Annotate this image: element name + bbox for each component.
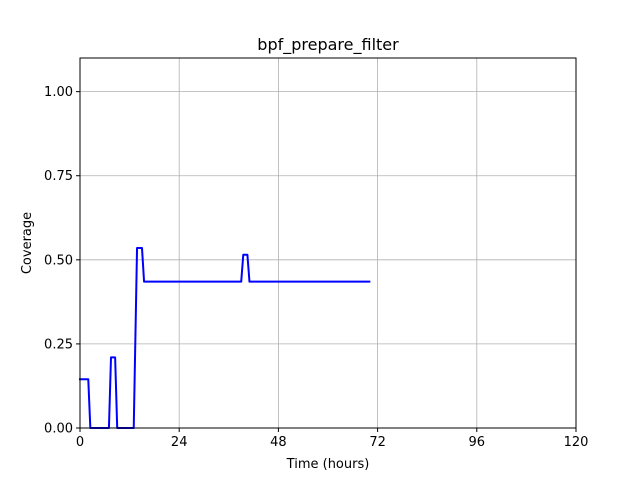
x-tick-label: 24	[171, 435, 188, 450]
x-tick-label: 72	[369, 435, 386, 450]
chart-title: bpf_prepare_filter	[257, 35, 399, 55]
y-tick-label: 0.25	[44, 337, 73, 352]
y-tick-label: 0.75	[44, 169, 73, 184]
y-tick-label: 0.00	[44, 422, 73, 437]
y-tick-label: 1.00	[44, 85, 73, 100]
y-tick-label: 0.50	[44, 253, 73, 268]
x-tick-label: 96	[469, 435, 486, 450]
x-axis-ticks: 0 24 48 72 96 120	[76, 428, 589, 450]
y-axis-ticks: 0.00 0.25 0.50 0.75 1.00	[44, 85, 80, 437]
series-layer	[79, 247, 371, 429]
x-axis-label: Time (hours)	[286, 457, 370, 472]
x-tick-label: 0	[76, 435, 84, 450]
y-axis-label: Coverage	[20, 212, 35, 274]
grid-lines	[79, 58, 577, 429]
coverage-series-line	[79, 247, 371, 429]
x-tick-label: 48	[270, 435, 287, 450]
plot-frame	[79, 57, 577, 429]
x-tick-label: 120	[564, 435, 589, 450]
